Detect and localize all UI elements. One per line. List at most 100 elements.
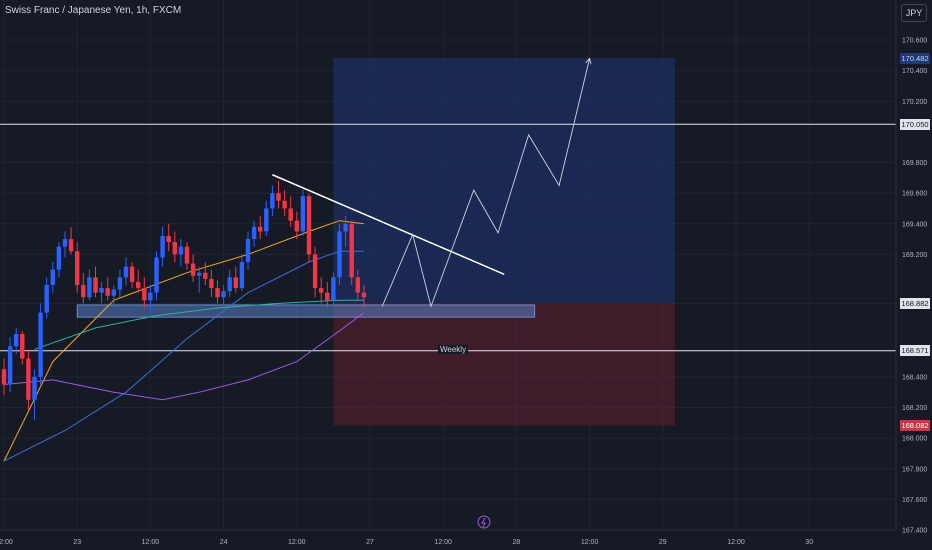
time-tick-label-5: 27 — [366, 539, 374, 546]
candle-body-55 — [337, 231, 342, 278]
price-tag-0: 170.482 — [900, 52, 930, 64]
time-tick-label-9: 29 — [659, 539, 667, 546]
candle-body-16 — [99, 288, 104, 293]
candle-body-0 — [1, 369, 7, 385]
price-tick-label-3: 169.800 — [902, 160, 927, 167]
lightning-icon — [477, 515, 491, 529]
candle-body-47 — [288, 208, 293, 221]
currency-button[interactable]: JPY — [901, 4, 927, 22]
price-tick-label-10: 168.000 — [902, 436, 927, 443]
candle-body-36 — [221, 291, 226, 298]
candle-body-5 — [32, 376, 37, 400]
projection-path — [381, 58, 591, 308]
candle-body-37 — [227, 277, 232, 292]
candle-body-21 — [129, 266, 135, 282]
candle-body-22 — [136, 281, 141, 289]
time-tick-label-3: 24 — [220, 539, 228, 546]
candle-body-39 — [239, 262, 245, 289]
price-tag-3: 168.571 — [900, 345, 930, 357]
candle-body-25 — [154, 257, 159, 293]
time-tick-label-0: 12:00 — [0, 539, 13, 546]
candle-body-59 — [361, 292, 367, 298]
candle-body-35 — [215, 288, 220, 298]
time-tick-label-8: 12:00 — [581, 539, 599, 546]
time-tick-label-10: 12:00 — [727, 539, 745, 546]
candle-body-10 — [62, 239, 68, 247]
projection-arrow-head — [585, 57, 592, 65]
target-zone — [333, 58, 675, 304]
candle-body-26 — [160, 236, 165, 258]
candle-body-32 — [197, 272, 202, 276]
candle-body-24 — [148, 292, 153, 301]
price-tick-label-8: 168.400 — [902, 374, 927, 381]
candle-body-27 — [166, 236, 171, 243]
stop-zone — [333, 303, 675, 426]
candle-body-19 — [117, 277, 123, 290]
candle-body-14 — [87, 277, 92, 298]
price-tick-label-4: 169.600 — [902, 191, 927, 198]
chart-title: Swiss Franc / Japanese Yen, 1h, FXCM — [5, 5, 182, 16]
candle-body-3 — [20, 334, 25, 359]
candle-body-53 — [325, 292, 330, 301]
time-tick-label-2: 12:00 — [142, 539, 160, 546]
candle-body-44 — [270, 193, 275, 209]
candle-body-40 — [245, 239, 251, 263]
candle-body-48 — [294, 220, 299, 232]
price-tick-label-2: 170.200 — [902, 99, 927, 106]
time-tick-label-1: 23 — [73, 539, 81, 546]
candle-body-8 — [50, 269, 55, 285]
candle-body-31 — [190, 263, 196, 276]
candle-body-1 — [7, 346, 13, 385]
time-tick-label-4: 12:00 — [288, 539, 306, 546]
time-tick-label-7: 28 — [513, 539, 521, 546]
candle-body-49 — [300, 196, 306, 232]
ema-line-3 — [3, 312, 365, 401]
candle-body-29 — [178, 246, 184, 255]
ema-line-0 — [3, 220, 364, 462]
candle-body-18 — [111, 289, 116, 296]
price-tag-1: 170.050 — [900, 118, 930, 130]
lightning-icon-bolt — [481, 517, 486, 528]
price-tick-label-1: 170.400 — [902, 68, 927, 75]
candle-body-28 — [172, 242, 177, 255]
candle-body-15 — [93, 277, 98, 293]
price-tag-4: 168.082 — [900, 420, 930, 432]
candle-body-52 — [319, 288, 324, 293]
time-tick-label-6: 12:00 — [434, 539, 452, 546]
price-tick-label-12: 167.600 — [902, 497, 927, 504]
candle-body-30 — [184, 246, 190, 264]
candle-body-2 — [14, 334, 19, 347]
resistance-trendline — [272, 174, 505, 275]
candle-body-7 — [44, 285, 49, 313]
price-tick-label-5: 169.400 — [902, 221, 927, 228]
price-tick-label-13: 167.400 — [902, 528, 927, 535]
candle-body-20 — [123, 266, 129, 278]
candle-body-9 — [56, 246, 62, 270]
weekly-level-label: Weekly — [438, 345, 469, 354]
ema-line-1 — [3, 250, 364, 462]
candle-body-13 — [81, 285, 86, 298]
candle-body-23 — [142, 288, 147, 301]
candle-body-12 — [75, 251, 80, 285]
price-tick-label-11: 167.800 — [902, 466, 927, 473]
candle-body-58 — [355, 277, 360, 293]
candle-body-56 — [343, 223, 348, 232]
candle-body-6 — [38, 312, 43, 377]
ema-line-2 — [34, 299, 364, 350]
candle-body-38 — [233, 277, 238, 289]
candle-body-42 — [258, 226, 263, 232]
candle-body-34 — [209, 278, 214, 289]
candle-body-51 — [312, 254, 318, 289]
price-tick-label-9: 168.200 — [902, 405, 927, 412]
support-zone — [76, 304, 536, 318]
candle-body-43 — [264, 208, 269, 232]
candle-body-46 — [282, 200, 287, 209]
candle-body-54 — [331, 277, 336, 301]
candle-body-57 — [349, 223, 354, 278]
candle-body-11 — [68, 239, 74, 252]
candle-body-4 — [26, 358, 31, 400]
price-tick-label-0: 170.600 — [902, 38, 927, 45]
price-tick-label-6: 169.200 — [902, 252, 927, 259]
time-tick-label-11: 30 — [805, 539, 813, 546]
